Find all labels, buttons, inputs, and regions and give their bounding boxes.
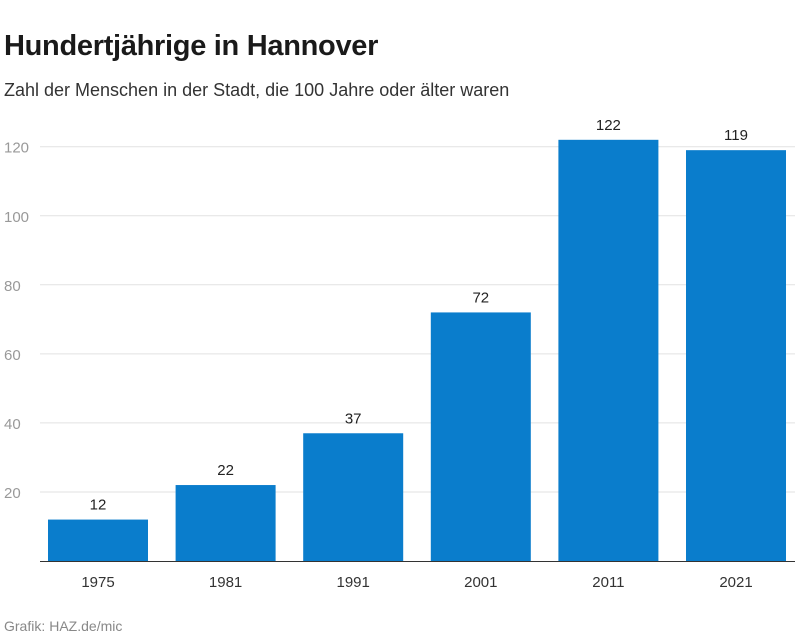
x-tick-label: 2001 — [464, 574, 497, 591]
x-tick-label: 1975 — [81, 574, 114, 591]
x-tick-label: 2021 — [719, 574, 752, 591]
chart-subtitle: Zahl der Menschen in der Stadt, die 100 … — [4, 80, 510, 100]
data-label: 22 — [217, 462, 234, 479]
bar-1981 — [175, 485, 276, 561]
source-credit: Grafik: HAZ.de/mic — [4, 618, 126, 634]
bar-2001 — [430, 312, 531, 561]
x-tick-label: 1991 — [337, 574, 370, 591]
data-label: 37 — [345, 410, 362, 427]
x-tick-label: 2011 — [592, 574, 624, 591]
data-label: 122 — [596, 117, 621, 134]
data-label: 12 — [90, 497, 107, 514]
source-value: HAZ.de/mic — [49, 618, 123, 634]
data-label: 72 — [472, 289, 489, 306]
y-tick-label: 100 — [4, 209, 29, 226]
bar-2021 — [686, 150, 786, 561]
bar-1975 — [48, 519, 148, 561]
chart-title: Hundertjährige in Hannover — [4, 30, 379, 62]
y-tick-label: 120 — [4, 140, 29, 157]
y-tick-label: 80 — [4, 278, 21, 295]
y-tick-label: 60 — [4, 347, 21, 364]
x-tick-label: 1981 — [209, 574, 242, 591]
source-label: Grafik: — [4, 618, 46, 634]
bar-2011 — [558, 139, 659, 562]
bar-1991 — [303, 433, 404, 561]
y-tick-label: 40 — [4, 416, 21, 433]
y-tick-label: 20 — [4, 485, 21, 502]
data-label: 119 — [724, 127, 748, 144]
